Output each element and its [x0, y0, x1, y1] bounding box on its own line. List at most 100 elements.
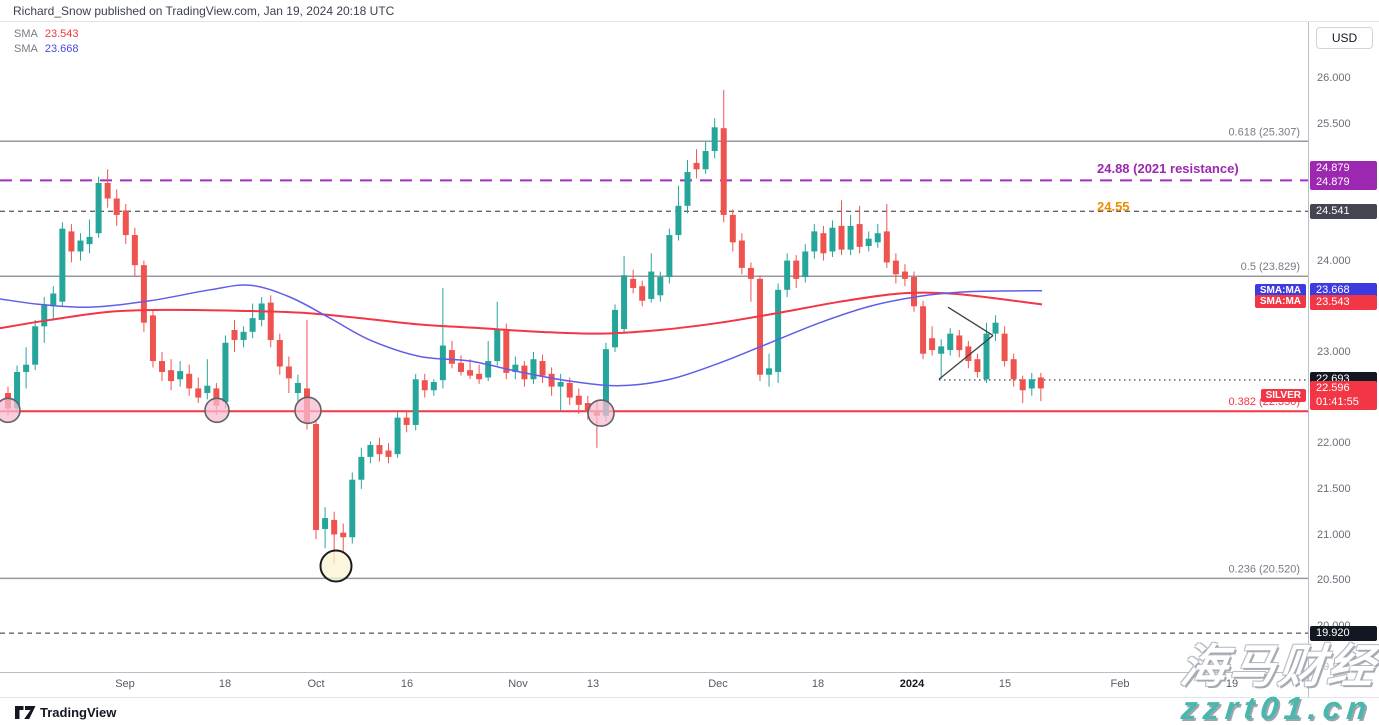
triangle-pattern-line[interactable]	[938, 334, 994, 380]
candle[interactable]	[756, 275, 763, 382]
candle[interactable]	[802, 244, 809, 283]
candle[interactable]	[113, 189, 120, 226]
candle[interactable]	[448, 340, 455, 369]
candle[interactable]	[95, 176, 102, 238]
candle[interactable]	[367, 441, 374, 464]
candle[interactable]	[892, 253, 899, 284]
candle[interactable]	[222, 335, 229, 409]
candle[interactable]	[920, 300, 927, 360]
candle[interactable]	[911, 271, 917, 312]
candle[interactable]	[530, 351, 537, 384]
candle[interactable]	[140, 260, 147, 332]
candle[interactable]	[684, 160, 691, 214]
tradingview-logo-icon[interactable]	[14, 705, 36, 725]
candle[interactable]	[59, 222, 66, 307]
candle[interactable]	[720, 89, 727, 223]
currency-toggle-button[interactable]: USD	[1316, 27, 1373, 49]
candle[interactable]	[775, 283, 782, 383]
tradingview-brand-text[interactable]: TradingView	[40, 705, 117, 720]
candle[interactable]	[838, 200, 845, 256]
candle[interactable]	[376, 437, 383, 462]
candle[interactable]	[793, 255, 800, 288]
candle[interactable]	[901, 264, 908, 287]
candle[interactable]	[240, 326, 247, 348]
candle[interactable]	[657, 271, 664, 302]
candle[interactable]	[938, 339, 945, 380]
candle[interactable]	[177, 361, 184, 387]
candle[interactable]	[358, 447, 365, 489]
triangle-pattern-line[interactable]	[947, 306, 994, 337]
candle[interactable]	[168, 359, 175, 391]
candle[interactable]	[729, 209, 736, 252]
candle[interactable]	[322, 507, 329, 549]
candle[interactable]	[340, 523, 347, 553]
candle[interactable]	[104, 169, 111, 208]
candle[interactable]	[1037, 372, 1044, 402]
candle[interactable]	[566, 377, 573, 405]
candle[interactable]	[675, 185, 682, 241]
candle[interactable]	[612, 304, 619, 352]
candle[interactable]	[394, 412, 401, 458]
chart-pane[interactable]: 0.618 (25.307) 0.5 (23.829) 0.382 (22.350)…	[0, 22, 1308, 672]
time-axis[interactable]: Sep18Oct16Nov13Dec18202415Feb19Mar	[0, 672, 1379, 697]
candle[interactable]	[992, 315, 999, 341]
candle[interactable]	[865, 231, 872, 252]
sma-line-0[interactable]	[0, 291, 1043, 335]
candle[interactable]	[458, 355, 464, 376]
candle[interactable]	[159, 351, 166, 382]
candle[interactable]	[485, 340, 492, 382]
candle[interactable]	[276, 333, 283, 375]
candle[interactable]	[811, 224, 818, 259]
candle[interactable]	[711, 118, 718, 159]
candle[interactable]	[1001, 326, 1008, 367]
circle-annotation-pink[interactable]	[587, 399, 615, 427]
candle[interactable]	[249, 303, 256, 339]
candle[interactable]	[1019, 375, 1026, 404]
candle[interactable]	[231, 319, 238, 352]
candle[interactable]	[693, 149, 700, 179]
candle[interactable]	[874, 224, 881, 248]
circle-annotation-yellow[interactable]	[319, 549, 353, 583]
candle[interactable]	[412, 373, 419, 431]
price-axis[interactable]: USD 26.000 25.500 24.000 23.000 22.000 21.500…	[1308, 22, 1379, 697]
candle[interactable]	[122, 203, 129, 245]
sma-line-1[interactable]	[0, 284, 1043, 387]
candle[interactable]	[1028, 372, 1035, 396]
candle[interactable]	[476, 364, 483, 384]
candle[interactable]	[1010, 353, 1017, 387]
candle[interactable]	[983, 322, 990, 383]
circle-annotation-pink[interactable]	[0, 397, 21, 424]
candle[interactable]	[149, 309, 156, 368]
candle[interactable]	[50, 286, 57, 320]
candle[interactable]	[883, 203, 890, 268]
candle[interactable]	[747, 262, 754, 302]
candle[interactable]	[829, 220, 836, 257]
candle[interactable]	[820, 225, 827, 261]
candle[interactable]	[666, 228, 673, 284]
candle[interactable]	[856, 205, 863, 254]
candle[interactable]	[68, 224, 75, 263]
candlestick-chart[interactable]: 0.618 (25.307)0.5 (23.829)0.382 (22.350)…	[0, 22, 1308, 672]
circle-annotation-pink[interactable]	[294, 396, 322, 425]
candle[interactable]	[548, 367, 555, 396]
candle[interactable]	[494, 301, 501, 366]
candle[interactable]	[195, 377, 202, 404]
circle-annotation-pink[interactable]	[204, 397, 230, 424]
candle[interactable]	[956, 329, 963, 358]
candle[interactable]	[639, 280, 646, 307]
candle[interactable]	[575, 388, 582, 414]
candle[interactable]	[294, 374, 301, 403]
candle[interactable]	[313, 420, 320, 540]
candle[interactable]	[630, 269, 637, 294]
candle[interactable]	[439, 287, 446, 389]
candle[interactable]	[285, 356, 292, 393]
candle[interactable]	[430, 379, 437, 396]
candle[interactable]	[86, 219, 93, 254]
candle[interactable]	[421, 373, 428, 398]
candle[interactable]	[385, 443, 392, 464]
candle[interactable]	[648, 253, 655, 303]
candle[interactable]	[974, 353, 981, 378]
candle[interactable]	[204, 359, 211, 400]
candle[interactable]	[23, 347, 30, 389]
candle[interactable]	[186, 364, 193, 396]
